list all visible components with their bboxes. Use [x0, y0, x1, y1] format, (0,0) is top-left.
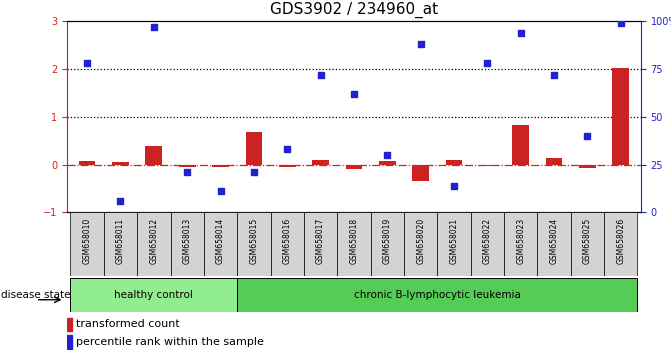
Text: GSM658016: GSM658016 [282, 217, 292, 264]
Bar [204, 212, 238, 276]
Text: GSM658024: GSM658024 [550, 217, 558, 264]
Point [615, 20, 626, 26]
Bar [446, 160, 462, 165]
Point [382, 152, 393, 158]
Text: GSM658015: GSM658015 [250, 217, 258, 264]
Text: GSM658013: GSM658013 [183, 217, 192, 264]
Text: disease state: disease state [1, 290, 70, 300]
Bar [479, 165, 496, 166]
Point [282, 147, 293, 152]
Text: GSM658010: GSM658010 [83, 217, 92, 264]
Text: GSM658025: GSM658025 [583, 217, 592, 264]
Text: percentile rank within the sample: percentile rank within the sample [76, 337, 264, 347]
Bar [104, 212, 137, 276]
Text: GSM658012: GSM658012 [150, 217, 158, 264]
Bar [513, 125, 529, 165]
Bar [546, 158, 562, 165]
Bar [70, 278, 238, 312]
Bar [379, 161, 396, 165]
Point [349, 91, 360, 97]
Bar [346, 165, 362, 169]
Bar [70, 212, 104, 276]
Bar [270, 212, 304, 276]
Point [449, 183, 460, 188]
Bar [246, 132, 262, 165]
Point [549, 72, 560, 78]
Point [482, 61, 493, 66]
Text: GSM658011: GSM658011 [116, 217, 125, 264]
Bar [338, 212, 370, 276]
Point [515, 30, 526, 35]
Point [115, 198, 126, 204]
Bar [370, 212, 404, 276]
Bar [404, 212, 437, 276]
Bar [312, 160, 329, 165]
Title: GDS3902 / 234960_at: GDS3902 / 234960_at [270, 2, 438, 18]
Bar [537, 212, 571, 276]
Bar [579, 165, 596, 168]
Bar [437, 212, 470, 276]
Bar [137, 212, 170, 276]
Point [248, 170, 259, 175]
Text: GSM658019: GSM658019 [383, 217, 392, 264]
Bar [238, 212, 270, 276]
Text: chronic B-lymphocytic leukemia: chronic B-lymphocytic leukemia [354, 290, 521, 300]
Bar [170, 212, 204, 276]
Point [215, 189, 226, 194]
Bar [571, 212, 604, 276]
Text: GSM658022: GSM658022 [483, 217, 492, 264]
Point [582, 133, 592, 139]
Text: GSM658018: GSM658018 [350, 217, 358, 264]
Bar [470, 212, 504, 276]
Bar [146, 147, 162, 165]
Point [182, 170, 193, 175]
Bar [179, 165, 195, 166]
Bar [279, 165, 296, 166]
Bar [67, 318, 72, 331]
Bar [613, 68, 629, 165]
Bar [412, 165, 429, 181]
Point [315, 72, 326, 78]
Bar [112, 162, 129, 165]
Text: healthy control: healthy control [114, 290, 193, 300]
Point [415, 41, 426, 47]
Bar [504, 212, 537, 276]
Point [82, 61, 93, 66]
Bar [604, 212, 637, 276]
Bar [238, 278, 637, 312]
Text: GSM658021: GSM658021 [450, 217, 458, 264]
Bar [304, 212, 338, 276]
Point [148, 24, 159, 30]
Text: transformed count: transformed count [76, 319, 179, 329]
Text: GSM658023: GSM658023 [516, 217, 525, 264]
Text: GSM658017: GSM658017 [316, 217, 325, 264]
Bar [79, 161, 95, 165]
Text: GSM658020: GSM658020 [416, 217, 425, 264]
Text: GSM658014: GSM658014 [216, 217, 225, 264]
Bar [67, 335, 72, 349]
Text: GSM658026: GSM658026 [616, 217, 625, 264]
Bar [212, 165, 229, 167]
